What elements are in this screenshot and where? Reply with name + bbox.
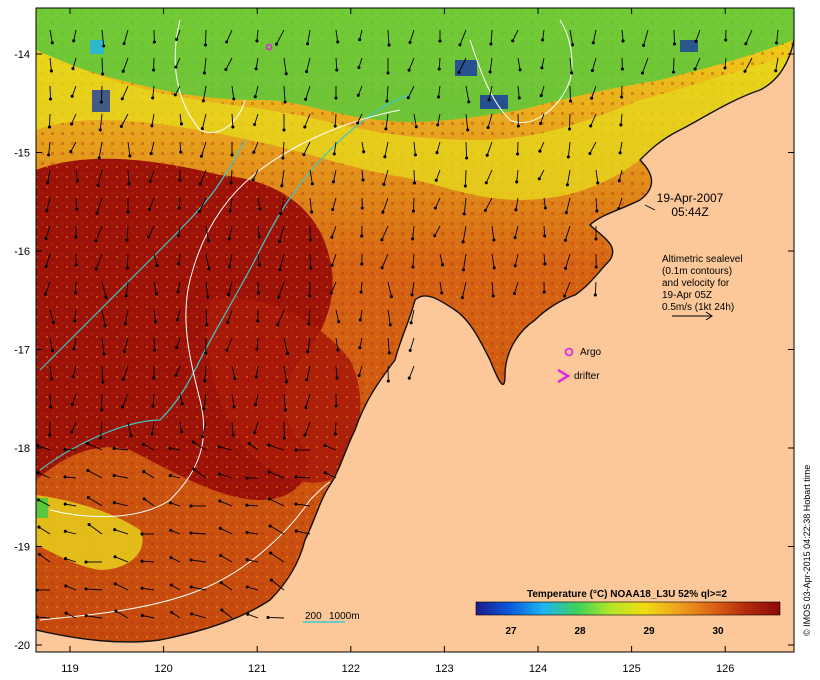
timestamp-date: 19-Apr-2007	[657, 191, 724, 205]
colorbar-tick-label: 29	[643, 626, 655, 637]
altimetry-line-1: Altimetric sealevel	[662, 254, 743, 265]
legend: Argo drifter	[557, 347, 602, 384]
colorbar: Temperature (°C) NOAA18_L3U 52% ql>=2 27…	[475, 589, 781, 637]
x-tick-label: 121	[248, 663, 266, 675]
yellow-band	[36, 50, 794, 200]
x-tick-label: 119	[61, 663, 79, 675]
argo-float-marker	[265, 43, 273, 51]
cool-band-north	[36, 8, 794, 122]
bathy-label-1000: 1000m	[329, 611, 360, 622]
map-plot-area	[36, 8, 794, 652]
drifter-label: drifter	[574, 371, 600, 382]
altimetry-note: Altimetric sealevel (0.1m contours) and …	[662, 254, 743, 321]
y-tick-label: -14	[14, 49, 30, 61]
altimetry-line-2: (0.1m contours)	[662, 266, 732, 277]
bathy-contour-200m	[39, 94, 411, 471]
yellow-patch-southwest	[36, 495, 143, 570]
altimetry-line-4: 19-Apr 05Z	[662, 290, 712, 301]
drifter-icon	[557, 368, 571, 384]
y-tick-label: -20	[14, 640, 30, 652]
x-tick-label: 120	[154, 663, 172, 675]
y-tick-label: -16	[14, 246, 30, 258]
x-tick-label: 125	[622, 663, 640, 675]
altimetry-line-3: and velocity for	[662, 278, 730, 289]
x-tick-label: 124	[529, 663, 547, 675]
x-tick-label: 122	[342, 663, 360, 675]
colorbar-tick-label: 28	[574, 626, 586, 637]
colorbar-bar	[475, 601, 781, 616]
credit-text: © IMOS 03-Apr-2015 04:22:38 Hobart time	[802, 465, 812, 636]
x-tick-label: 126	[716, 663, 734, 675]
y-tick-label: -18	[14, 443, 30, 455]
argo-icon	[564, 347, 574, 357]
x-tick-label: 123	[435, 663, 453, 675]
y-axis: -14 -15 -16 -17 -18 -19 -20	[14, 49, 794, 652]
timestamp-time: 05:44Z	[671, 205, 708, 219]
colorbar-tick-label: 30	[712, 626, 724, 637]
land-mass	[36, 8, 794, 652]
altimetry-line-5: 0.5m/s (1kt 24h)	[662, 302, 734, 313]
y-tick-label: -19	[14, 542, 30, 554]
x-axis: 119 120 121 122 123 124 125 126	[61, 8, 734, 675]
bathy-label-200: 200	[305, 611, 322, 622]
colorbar-title: Temperature (°C) NOAA18_L3U 52% ql>=2	[527, 589, 727, 600]
velocity-arrows	[36, 29, 779, 619]
y-tick-label: -17	[14, 345, 30, 357]
y-tick-label: -15	[14, 148, 30, 160]
argo-label: Argo	[580, 347, 602, 358]
colorbar-tick-label: 27	[505, 626, 517, 637]
map-frame	[35, 7, 795, 653]
bathymetry-legend: 200 1000m	[303, 611, 360, 623]
bathy-contour-1000m	[49, 109, 401, 518]
